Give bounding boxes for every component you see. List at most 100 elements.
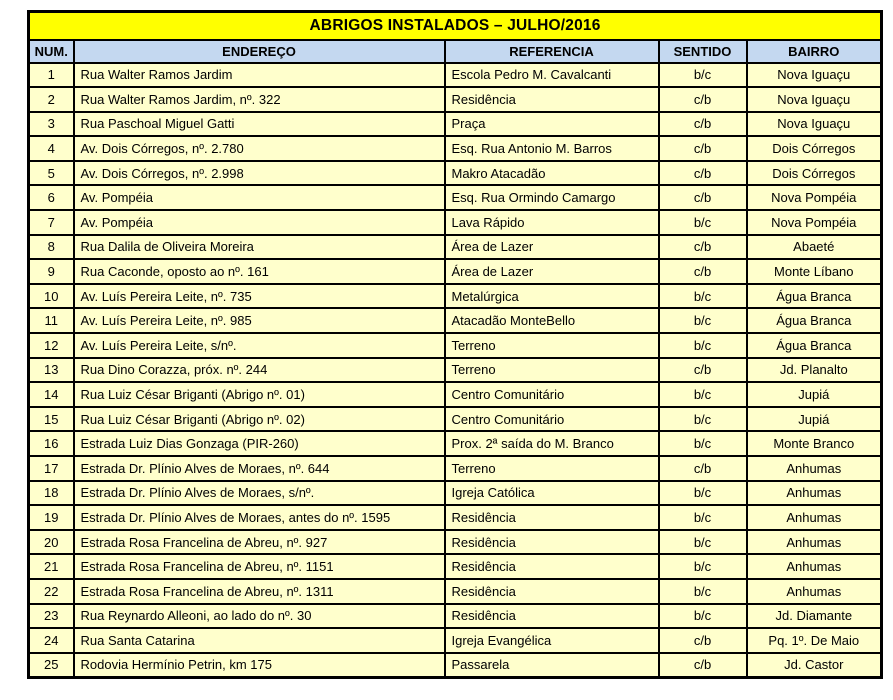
endereco-cell: Rua Walter Ramos Jardim [72,61,446,89]
bairro-cell: Dois Córregos [745,159,883,187]
referencia-cell: Igreja Católica [443,479,660,507]
referencia-cell: Passarela [443,651,660,679]
sentido-cell: c/b [657,651,748,679]
bairro-cell: Jd. Castor [745,651,883,679]
bairro-cell: Pq. 1º. De Maio [745,627,883,654]
table-row: 4 Av. Dois Córregos, nº. 2.780 Esq. Rua An… [27,135,883,162]
endereco-cell: Rua Reynardo Alleoni, ao lado do nº. 30 [72,602,446,630]
bairro-cell: Anhumas [745,577,883,605]
num-cell: 20 [27,528,75,556]
sentido-cell: b/c [657,282,748,310]
endereco-cell: Rua Luiz César Briganti (Abrigo nº. 02) [72,405,446,433]
num-cell: 22 [27,577,75,605]
num-cell: 21 [27,553,75,580]
bairro-cell: Anhumas [745,553,883,580]
endereco-cell: Rodovia Hermínio Petrin, km 175 [72,651,446,679]
column-header-referencia: REFERENCIA [443,38,660,64]
num-cell: 10 [27,282,75,310]
referencia-cell: Metalúrgica [443,282,660,310]
endereco-cell: Rua Luiz César Briganti (Abrigo nº. 01) [72,381,446,408]
table-row: 7 Av. Pompéia Lava Rápido b/c Nova Pompéia [27,209,883,236]
referencia-cell: Área de Lazer [443,258,660,285]
sentido-cell: c/b [657,110,748,138]
table-row: 20 Estrada Rosa Francelina de Abreu, nº. … [27,528,883,556]
sentido-cell: c/b [657,135,748,162]
num-cell: 9 [27,258,75,285]
referencia-cell: Makro Atacadão [443,159,660,187]
num-cell: 14 [27,381,75,408]
sentido-cell: b/c [657,307,748,335]
referencia-cell: Atacadão MonteBello [443,307,660,335]
endereco-cell: Estrada Rosa Francelina de Abreu, nº. 11… [72,553,446,580]
bairro-cell: Anhumas [745,455,883,482]
num-cell: 16 [27,430,75,457]
table-row: 22 Estrada Rosa Francelina de Abreu, nº. … [27,577,883,605]
referencia-cell: Residência [443,602,660,630]
sentido-cell: c/b [657,627,748,654]
sentido-cell: b/c [657,504,748,531]
table-body: 1 Rua Walter Ramos Jardim Escola Pedro M. … [27,61,883,679]
sentido-cell: c/b [657,258,748,285]
sentido-cell: b/c [657,479,748,507]
referencia-cell: Terreno [443,332,660,359]
table-row: 12 Av. Luís Pereira Leite, s/nº. Terreno b/… [27,332,883,359]
sentido-cell: b/c [657,528,748,556]
bairro-cell: Anhumas [745,479,883,507]
column-header-endereco: ENDEREÇO [72,38,446,64]
num-cell: 25 [27,651,75,679]
endereco-cell: Av. Luís Pereira Leite, nº. 985 [72,307,446,335]
sentido-cell: c/b [657,159,748,187]
endereco-cell: Estrada Rosa Francelina de Abreu, nº. 13… [72,577,446,605]
num-cell: 4 [27,135,75,162]
num-cell: 5 [27,159,75,187]
sentido-cell: b/c [657,602,748,630]
endereco-cell: Rua Walter Ramos Jardim, nº. 322 [72,86,446,113]
endereco-cell: Rua Dalila de Oliveira Moreira [72,233,446,261]
sentido-cell: b/c [657,430,748,457]
sentido-cell: c/b [657,86,748,113]
abrigos-table: ABRIGOS INSTALADOS – JULHO/2016 NUM. END… [27,10,884,679]
num-cell: 19 [27,504,75,531]
bairro-cell: Água Branca [745,332,883,359]
referencia-cell: Residência [443,528,660,556]
bairro-cell: Jupiá [745,381,883,408]
num-cell: 3 [27,110,75,138]
endereco-cell: Estrada Dr. Plínio Alves de Moraes, nº. … [72,455,446,482]
sentido-cell: b/c [657,553,748,580]
table-row: 8 Rua Dalila de Oliveira Moreira Área de L… [27,233,883,261]
endereco-cell: Av. Luís Pereira Leite, nº. 735 [72,282,446,310]
referencia-cell: Centro Comunitário [443,381,660,408]
referencia-cell: Residência [443,86,660,113]
table-row: 13 Rua Dino Corazza, próx. nº. 244 Terreno… [27,356,883,384]
table-row: 25 Rodovia Hermínio Petrin, km 175 Passare… [27,651,883,679]
endereco-cell: Av. Dois Córregos, nº. 2.998 [72,159,446,187]
bairro-cell: Jd. Diamante [745,602,883,630]
table-row: 18 Estrada Dr. Plínio Alves de Moraes, s/… [27,479,883,507]
referencia-cell: Igreja Evangélica [443,627,660,654]
bairro-cell: Nova Iguaçu [745,110,883,138]
sentido-cell: b/c [657,332,748,359]
bairro-cell: Nova Pompéia [745,209,883,236]
sentido-cell: b/c [657,61,748,89]
endereco-cell: Estrada Luiz Dias Gonzaga (PIR-260) [72,430,446,457]
num-cell: 7 [27,209,75,236]
bairro-cell: Jd. Planalto [745,356,883,384]
table-row: 15 Rua Luiz César Briganti (Abrigo nº. 02… [27,405,883,433]
referencia-cell: Centro Comunitário [443,405,660,433]
num-cell: 15 [27,405,75,433]
table-row: 11 Av. Luís Pereira Leite, nº. 985 Atacadã… [27,307,883,335]
num-cell: 2 [27,86,75,113]
num-cell: 8 [27,233,75,261]
table-row: 5 Av. Dois Córregos, nº. 2.998 Makro Ataca… [27,159,883,187]
bairro-cell: Anhumas [745,528,883,556]
sentido-cell: c/b [657,184,748,212]
endereco-cell: Rua Paschoal Miguel Gatti [72,110,446,138]
table-row: 16 Estrada Luiz Dias Gonzaga (PIR-260) Pro… [27,430,883,457]
bairro-cell: Abaeté [745,233,883,261]
referencia-cell: Prox. 2ª saída do M. Branco [443,430,660,457]
num-cell: 1 [27,61,75,89]
bairro-cell: Monte Líbano [745,258,883,285]
endereco-cell: Estrada Dr. Plínio Alves de Moraes, ante… [72,504,446,531]
bairro-cell: Monte Branco [745,430,883,457]
